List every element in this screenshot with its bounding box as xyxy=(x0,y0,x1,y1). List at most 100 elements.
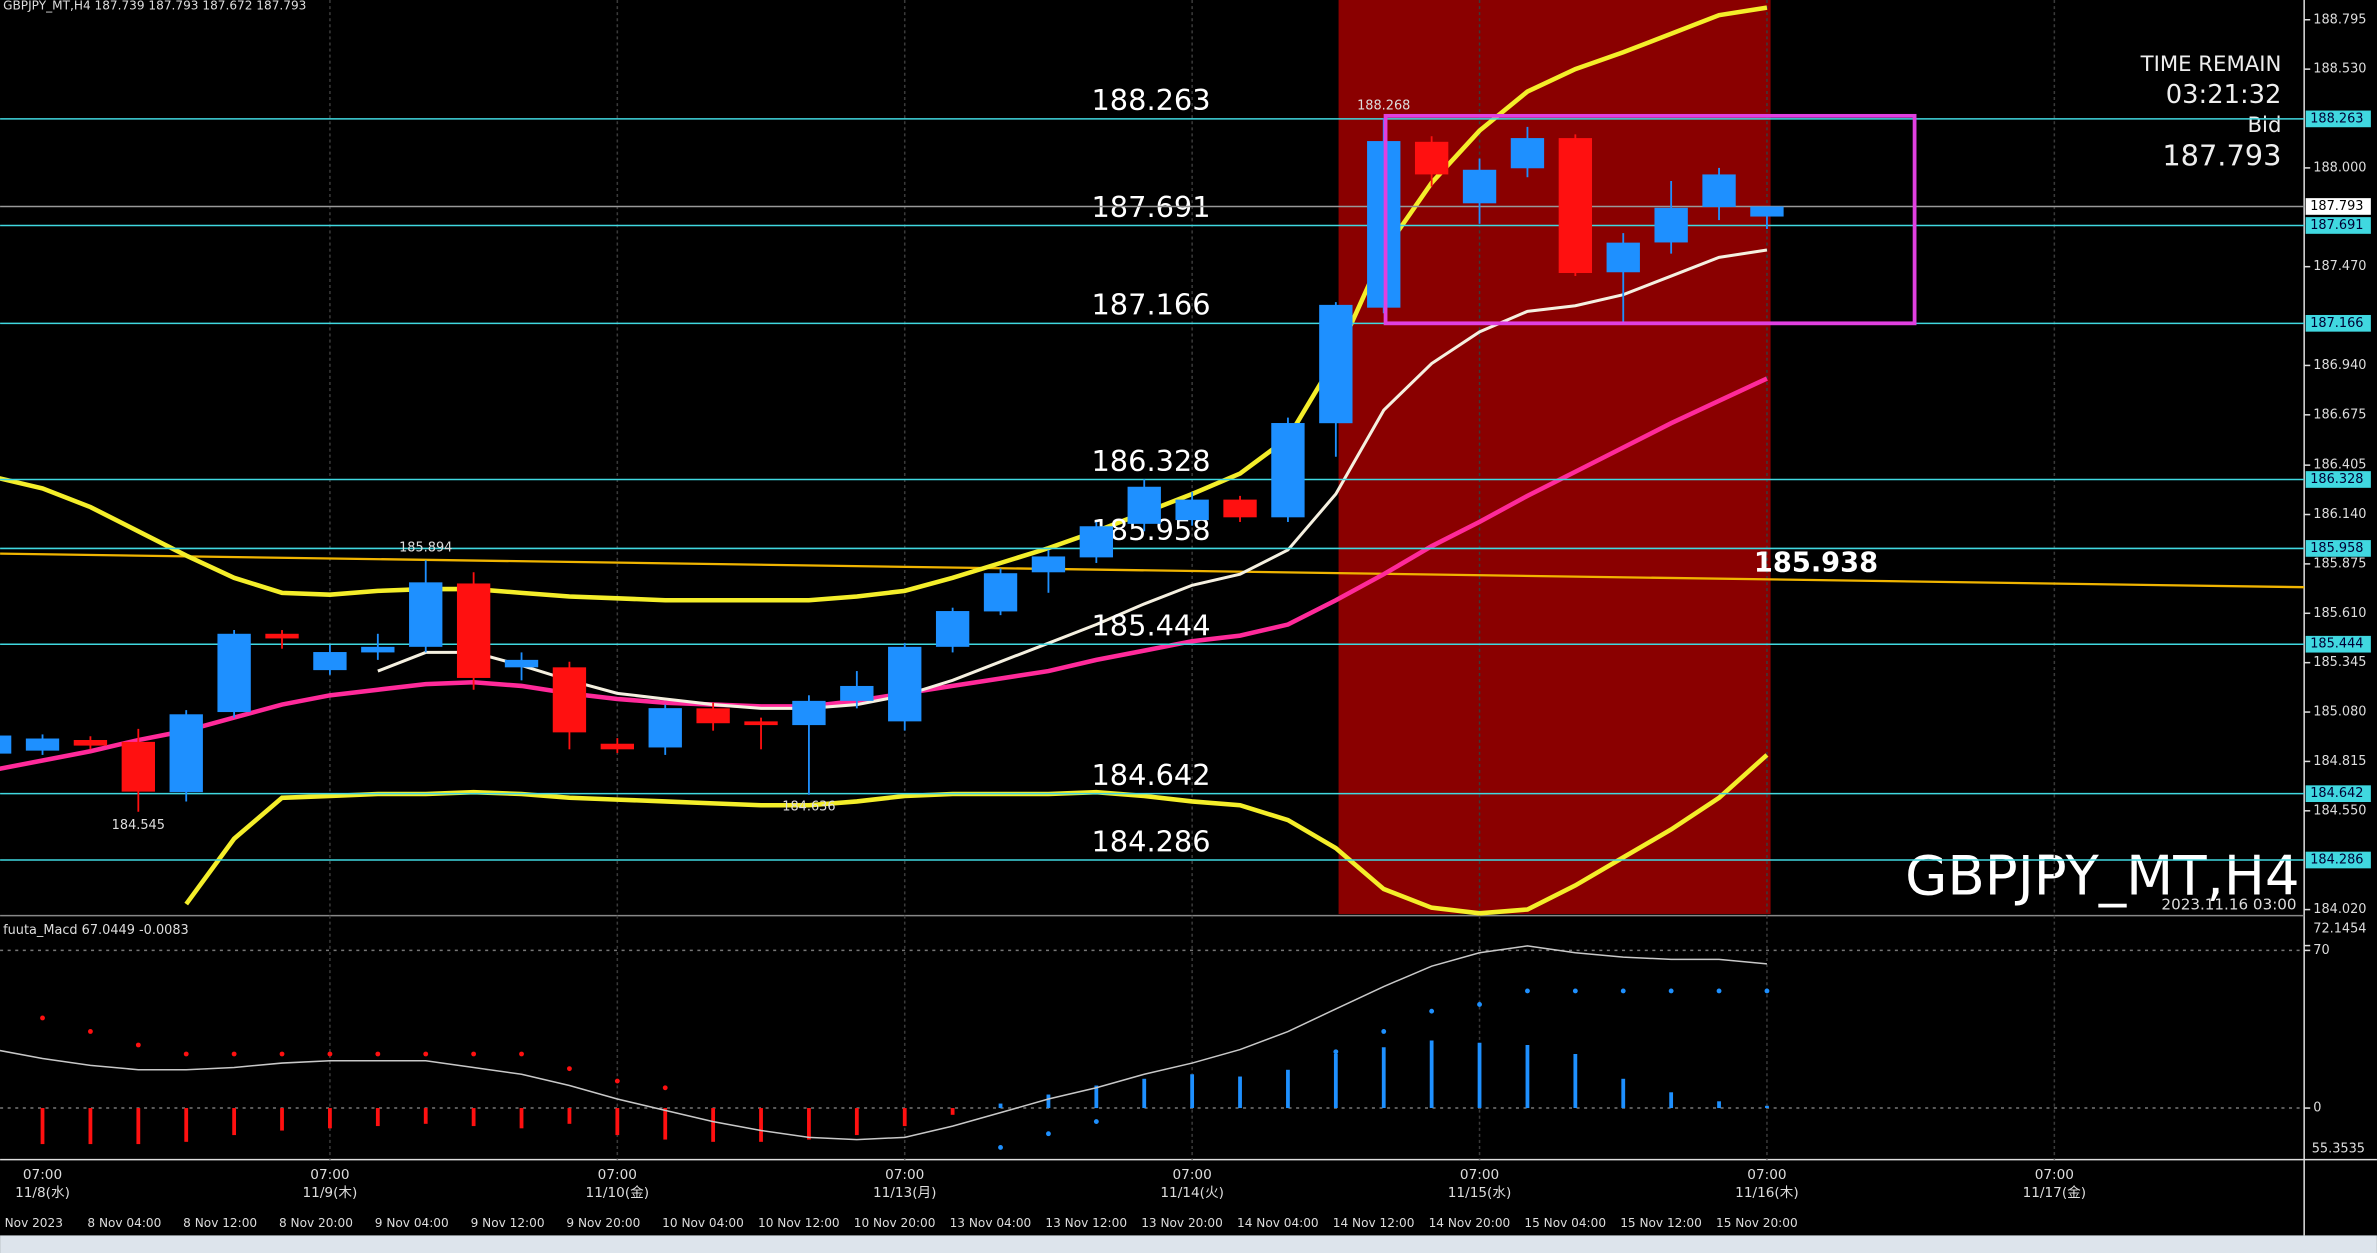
level-label: 188.263 xyxy=(1091,83,1210,117)
level-label: 184.642 xyxy=(1091,758,1210,792)
signal-dot xyxy=(1477,1002,1482,1007)
info-value: 187.793 xyxy=(2162,139,2281,173)
trend-line-label: 185.938 xyxy=(1754,548,1878,579)
watermark-time: 2023.11.16 03:00 xyxy=(2161,895,2296,913)
x-tick-label: 13 Nov 12:00 xyxy=(1045,1216,1127,1230)
candle-body xyxy=(935,611,970,647)
x-tick-label: 15 Nov 12:00 xyxy=(1620,1216,1702,1230)
level-tag xyxy=(2305,851,2371,869)
y-axis-min-label: 55.3535 xyxy=(2312,1142,2365,1157)
signal-dot xyxy=(279,1051,285,1057)
x-tick-label: 07:00 xyxy=(23,1167,62,1183)
y-tick-label: 187.470 xyxy=(2313,259,2366,274)
signal-dot xyxy=(327,1051,333,1057)
info-label: Bid xyxy=(2248,113,2282,138)
x-tick-label: 9 Nov 20:00 xyxy=(566,1216,640,1230)
level-tag-label: 187.691 xyxy=(2310,218,2363,233)
x-tick-label: 13 Nov 20:00 xyxy=(1141,1216,1223,1230)
signal-dot xyxy=(471,1051,477,1057)
level-tag-label: 184.642 xyxy=(2310,786,2363,801)
x-tick-label: 10 Nov 04:00 xyxy=(662,1216,744,1230)
x-tick-label: 07:00 xyxy=(598,1167,637,1183)
level-tag-label: 184.286 xyxy=(2310,853,2363,868)
level-label: 186.328 xyxy=(1091,444,1210,478)
level-tag-label: 188.263 xyxy=(2310,111,2363,126)
candle-body xyxy=(1702,174,1736,208)
candle-body xyxy=(73,740,108,746)
candle-body xyxy=(504,659,539,668)
y-tick-label: 0 xyxy=(2313,1101,2321,1116)
signal-dot xyxy=(1525,988,1530,994)
signal-dot xyxy=(375,1051,381,1057)
level-label: 184.286 xyxy=(1091,824,1210,858)
level-tag-label: 186.328 xyxy=(2310,472,2363,487)
x-tick-label: 8 Nov 04:00 xyxy=(87,1216,161,1230)
bid-tag-label: 187.793 xyxy=(2310,199,2363,214)
signal-dot xyxy=(1333,1049,1339,1055)
indicator-line xyxy=(377,248,1768,710)
candle-body xyxy=(840,685,874,701)
level-tag xyxy=(2305,635,2371,653)
candle-body xyxy=(409,582,443,647)
level-tag xyxy=(2305,110,2371,128)
candle-body xyxy=(1079,526,1114,558)
y-tick-label: 184.020 xyxy=(2313,902,2366,917)
x-tick-label: 15 Nov 20:00 xyxy=(1716,1216,1798,1230)
x-tick-label: 11/17(金) xyxy=(2023,1185,2087,1201)
candle-body xyxy=(792,700,826,726)
candle-body xyxy=(1654,207,1688,243)
chart-title: GBPJPY_MT,H4 187.739 187.793 187.672 187… xyxy=(3,0,306,13)
candle-body xyxy=(888,646,922,722)
y-tick-label: 188.530 xyxy=(2313,62,2366,77)
x-tick-label: 07:00 xyxy=(1747,1167,1786,1183)
signal-dot xyxy=(1381,1029,1387,1034)
signal-dot xyxy=(1716,988,1722,994)
candle-body xyxy=(265,633,299,639)
x-tick-label: 14 Nov 20:00 xyxy=(1429,1216,1511,1230)
candle-body xyxy=(1558,138,1593,274)
candle-body xyxy=(1127,486,1161,524)
signal-dot xyxy=(519,1051,524,1057)
signal-dot xyxy=(423,1051,429,1057)
candle-body xyxy=(313,652,347,671)
level-label: 187.166 xyxy=(1091,288,1210,322)
info-label: TIME REMAIN xyxy=(2140,52,2282,77)
x-tick-label: 11/10(金) xyxy=(586,1185,650,1201)
level-tag xyxy=(2305,314,2371,332)
signal-dot xyxy=(614,1078,620,1084)
signal-dot xyxy=(567,1066,572,1072)
candle-body xyxy=(217,633,251,713)
x-tick-label: 11/16(木) xyxy=(1735,1185,1799,1201)
candle-body xyxy=(1175,499,1209,521)
level-tag xyxy=(2305,217,2371,234)
candle-body xyxy=(1462,169,1497,204)
candle-body xyxy=(1750,206,1784,217)
signal-dot xyxy=(1429,1008,1435,1014)
y-tick-label: 185.610 xyxy=(2313,606,2366,621)
status-strip xyxy=(0,1235,2377,1253)
x-tick-label: 11/15(水) xyxy=(1448,1185,1512,1201)
candle-body xyxy=(25,738,60,751)
y-tick-label: 185.080 xyxy=(2313,705,2366,720)
x-tick-label: 10 Nov 20:00 xyxy=(854,1216,936,1230)
level-tag-label: 185.958 xyxy=(2310,541,2363,556)
level-tag-label: 185.444 xyxy=(2310,637,2363,652)
x-tick-label: 07:00 xyxy=(885,1167,924,1183)
y-tick-label: 184.815 xyxy=(2313,754,2366,769)
signal-dot xyxy=(87,1029,93,1034)
y-tick-label: 185.345 xyxy=(2313,655,2366,670)
signal-dot xyxy=(231,1051,237,1057)
level-tag xyxy=(2305,471,2371,488)
candle-body xyxy=(1319,304,1353,424)
candle-body xyxy=(1271,423,1305,518)
candle-body xyxy=(600,743,635,750)
level-tag xyxy=(2305,540,2371,557)
price-annotation: 188.268 xyxy=(1357,98,1410,113)
candle-body xyxy=(1606,242,1640,273)
x-tick-label: 11/8(水) xyxy=(15,1185,70,1201)
indicator-title: fuuta_Macd 67.0449 -0.0083 xyxy=(3,923,189,938)
candle-body xyxy=(361,646,395,653)
